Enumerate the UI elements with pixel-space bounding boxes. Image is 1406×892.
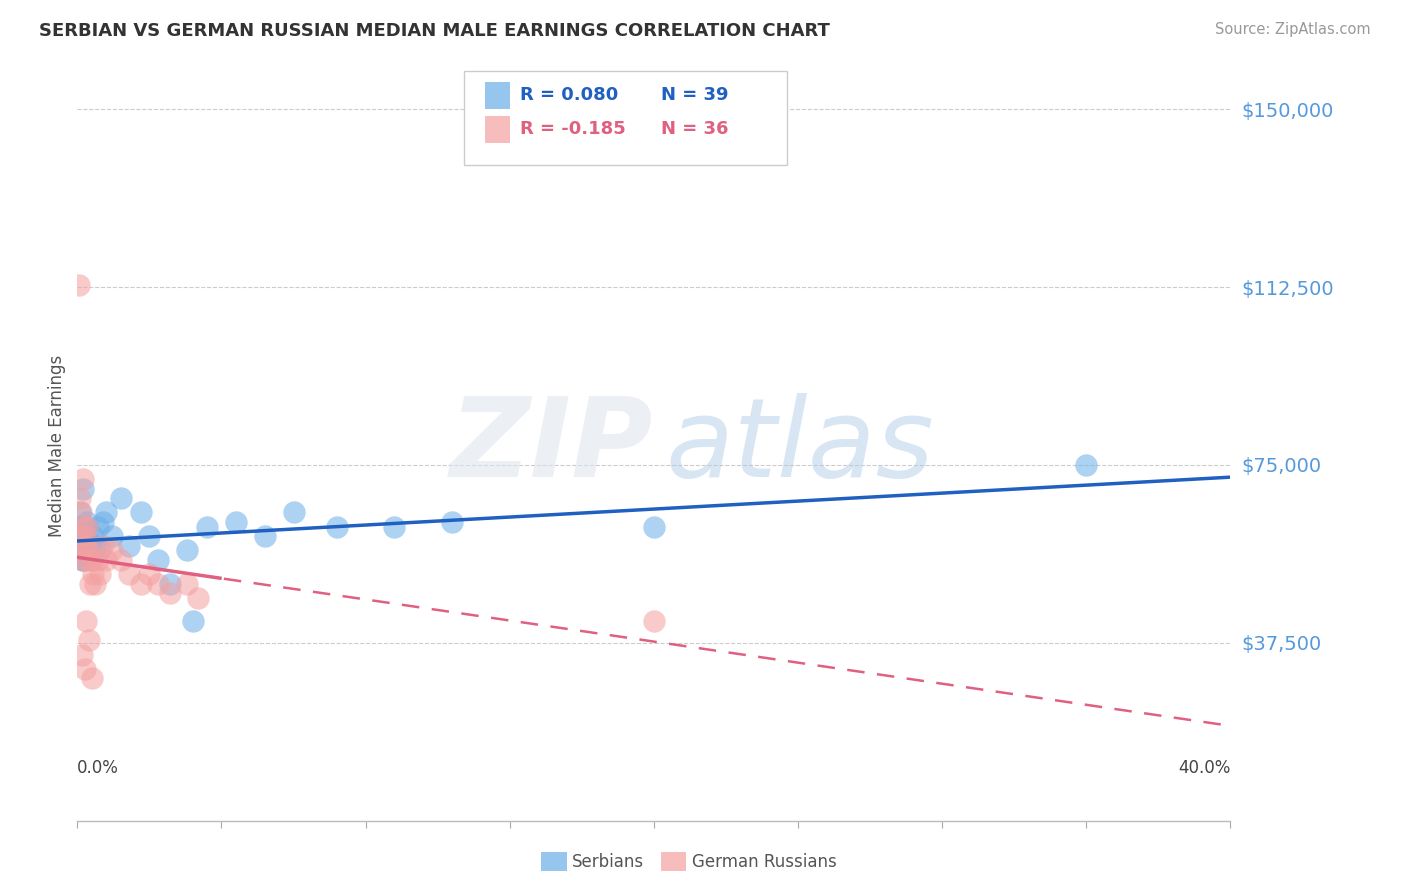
Point xyxy=(643,519,665,533)
Point xyxy=(70,539,93,553)
Point xyxy=(1076,458,1098,472)
Point xyxy=(73,553,96,567)
Point xyxy=(69,529,91,543)
Point xyxy=(79,576,101,591)
Point xyxy=(69,505,91,519)
Point xyxy=(176,576,198,591)
Point xyxy=(91,539,114,553)
Text: R = 0.080: R = 0.080 xyxy=(520,87,619,104)
Point xyxy=(86,553,108,567)
Point xyxy=(80,553,103,567)
Point xyxy=(643,615,665,629)
Point xyxy=(96,553,118,567)
Point xyxy=(83,539,105,553)
Point xyxy=(67,519,90,533)
Point xyxy=(86,519,108,533)
Point xyxy=(76,515,98,529)
Point xyxy=(73,662,96,676)
Text: 0.0%: 0.0% xyxy=(77,759,120,777)
Point xyxy=(89,567,111,582)
Point xyxy=(82,529,104,543)
Point xyxy=(129,505,152,519)
Point xyxy=(101,529,124,543)
Point xyxy=(176,543,198,558)
Point xyxy=(73,539,96,553)
Text: SERBIAN VS GERMAN RUSSIAN MEDIAN MALE EARNINGS CORRELATION CHART: SERBIAN VS GERMAN RUSSIAN MEDIAN MALE EA… xyxy=(39,22,830,40)
Point xyxy=(77,548,100,562)
Text: ZIP: ZIP xyxy=(450,392,654,500)
Point xyxy=(83,576,105,591)
Point xyxy=(118,567,141,582)
Point xyxy=(73,519,96,533)
Point xyxy=(181,615,204,629)
Point xyxy=(82,567,104,582)
Point xyxy=(225,515,247,529)
Point xyxy=(138,567,160,582)
Point xyxy=(96,505,118,519)
Point xyxy=(80,672,103,686)
Point xyxy=(159,586,181,600)
Point xyxy=(91,515,114,529)
Point xyxy=(73,519,96,533)
Point xyxy=(159,576,181,591)
Point xyxy=(253,529,276,543)
Text: 40.0%: 40.0% xyxy=(1178,759,1230,777)
Point xyxy=(89,543,111,558)
Point xyxy=(69,491,91,505)
Point xyxy=(69,529,91,543)
Point xyxy=(382,519,406,533)
Point xyxy=(79,539,101,553)
Point xyxy=(118,539,141,553)
Point xyxy=(138,529,160,543)
Point xyxy=(72,553,94,567)
Point xyxy=(77,633,100,648)
Point xyxy=(75,529,97,543)
Point xyxy=(70,553,93,567)
Point xyxy=(75,529,97,543)
Point xyxy=(129,576,152,591)
Point xyxy=(75,615,97,629)
Text: N = 39: N = 39 xyxy=(661,87,728,104)
Point xyxy=(146,553,169,567)
Point xyxy=(146,576,169,591)
Point xyxy=(101,543,124,558)
Point xyxy=(326,519,349,533)
Text: R = -0.185: R = -0.185 xyxy=(520,120,626,138)
Point xyxy=(110,553,132,567)
Point xyxy=(75,553,97,567)
Text: atlas: atlas xyxy=(665,392,934,500)
Text: N = 36: N = 36 xyxy=(661,120,728,138)
Point xyxy=(283,505,305,519)
Point xyxy=(110,491,132,505)
Point xyxy=(72,472,94,486)
Point xyxy=(75,543,97,558)
Point xyxy=(77,543,100,558)
Point xyxy=(195,519,218,533)
Point xyxy=(69,505,91,519)
Point xyxy=(76,519,98,533)
Text: Serbians: Serbians xyxy=(572,853,644,871)
Point xyxy=(80,553,103,567)
Point xyxy=(69,539,91,553)
Point xyxy=(70,648,93,662)
Point xyxy=(67,277,90,292)
Point xyxy=(441,515,464,529)
Point xyxy=(72,539,94,553)
Text: German Russians: German Russians xyxy=(692,853,837,871)
Text: Source: ZipAtlas.com: Source: ZipAtlas.com xyxy=(1215,22,1371,37)
Point xyxy=(187,591,209,605)
Y-axis label: Median Male Earnings: Median Male Earnings xyxy=(48,355,66,537)
Point xyxy=(72,482,94,496)
